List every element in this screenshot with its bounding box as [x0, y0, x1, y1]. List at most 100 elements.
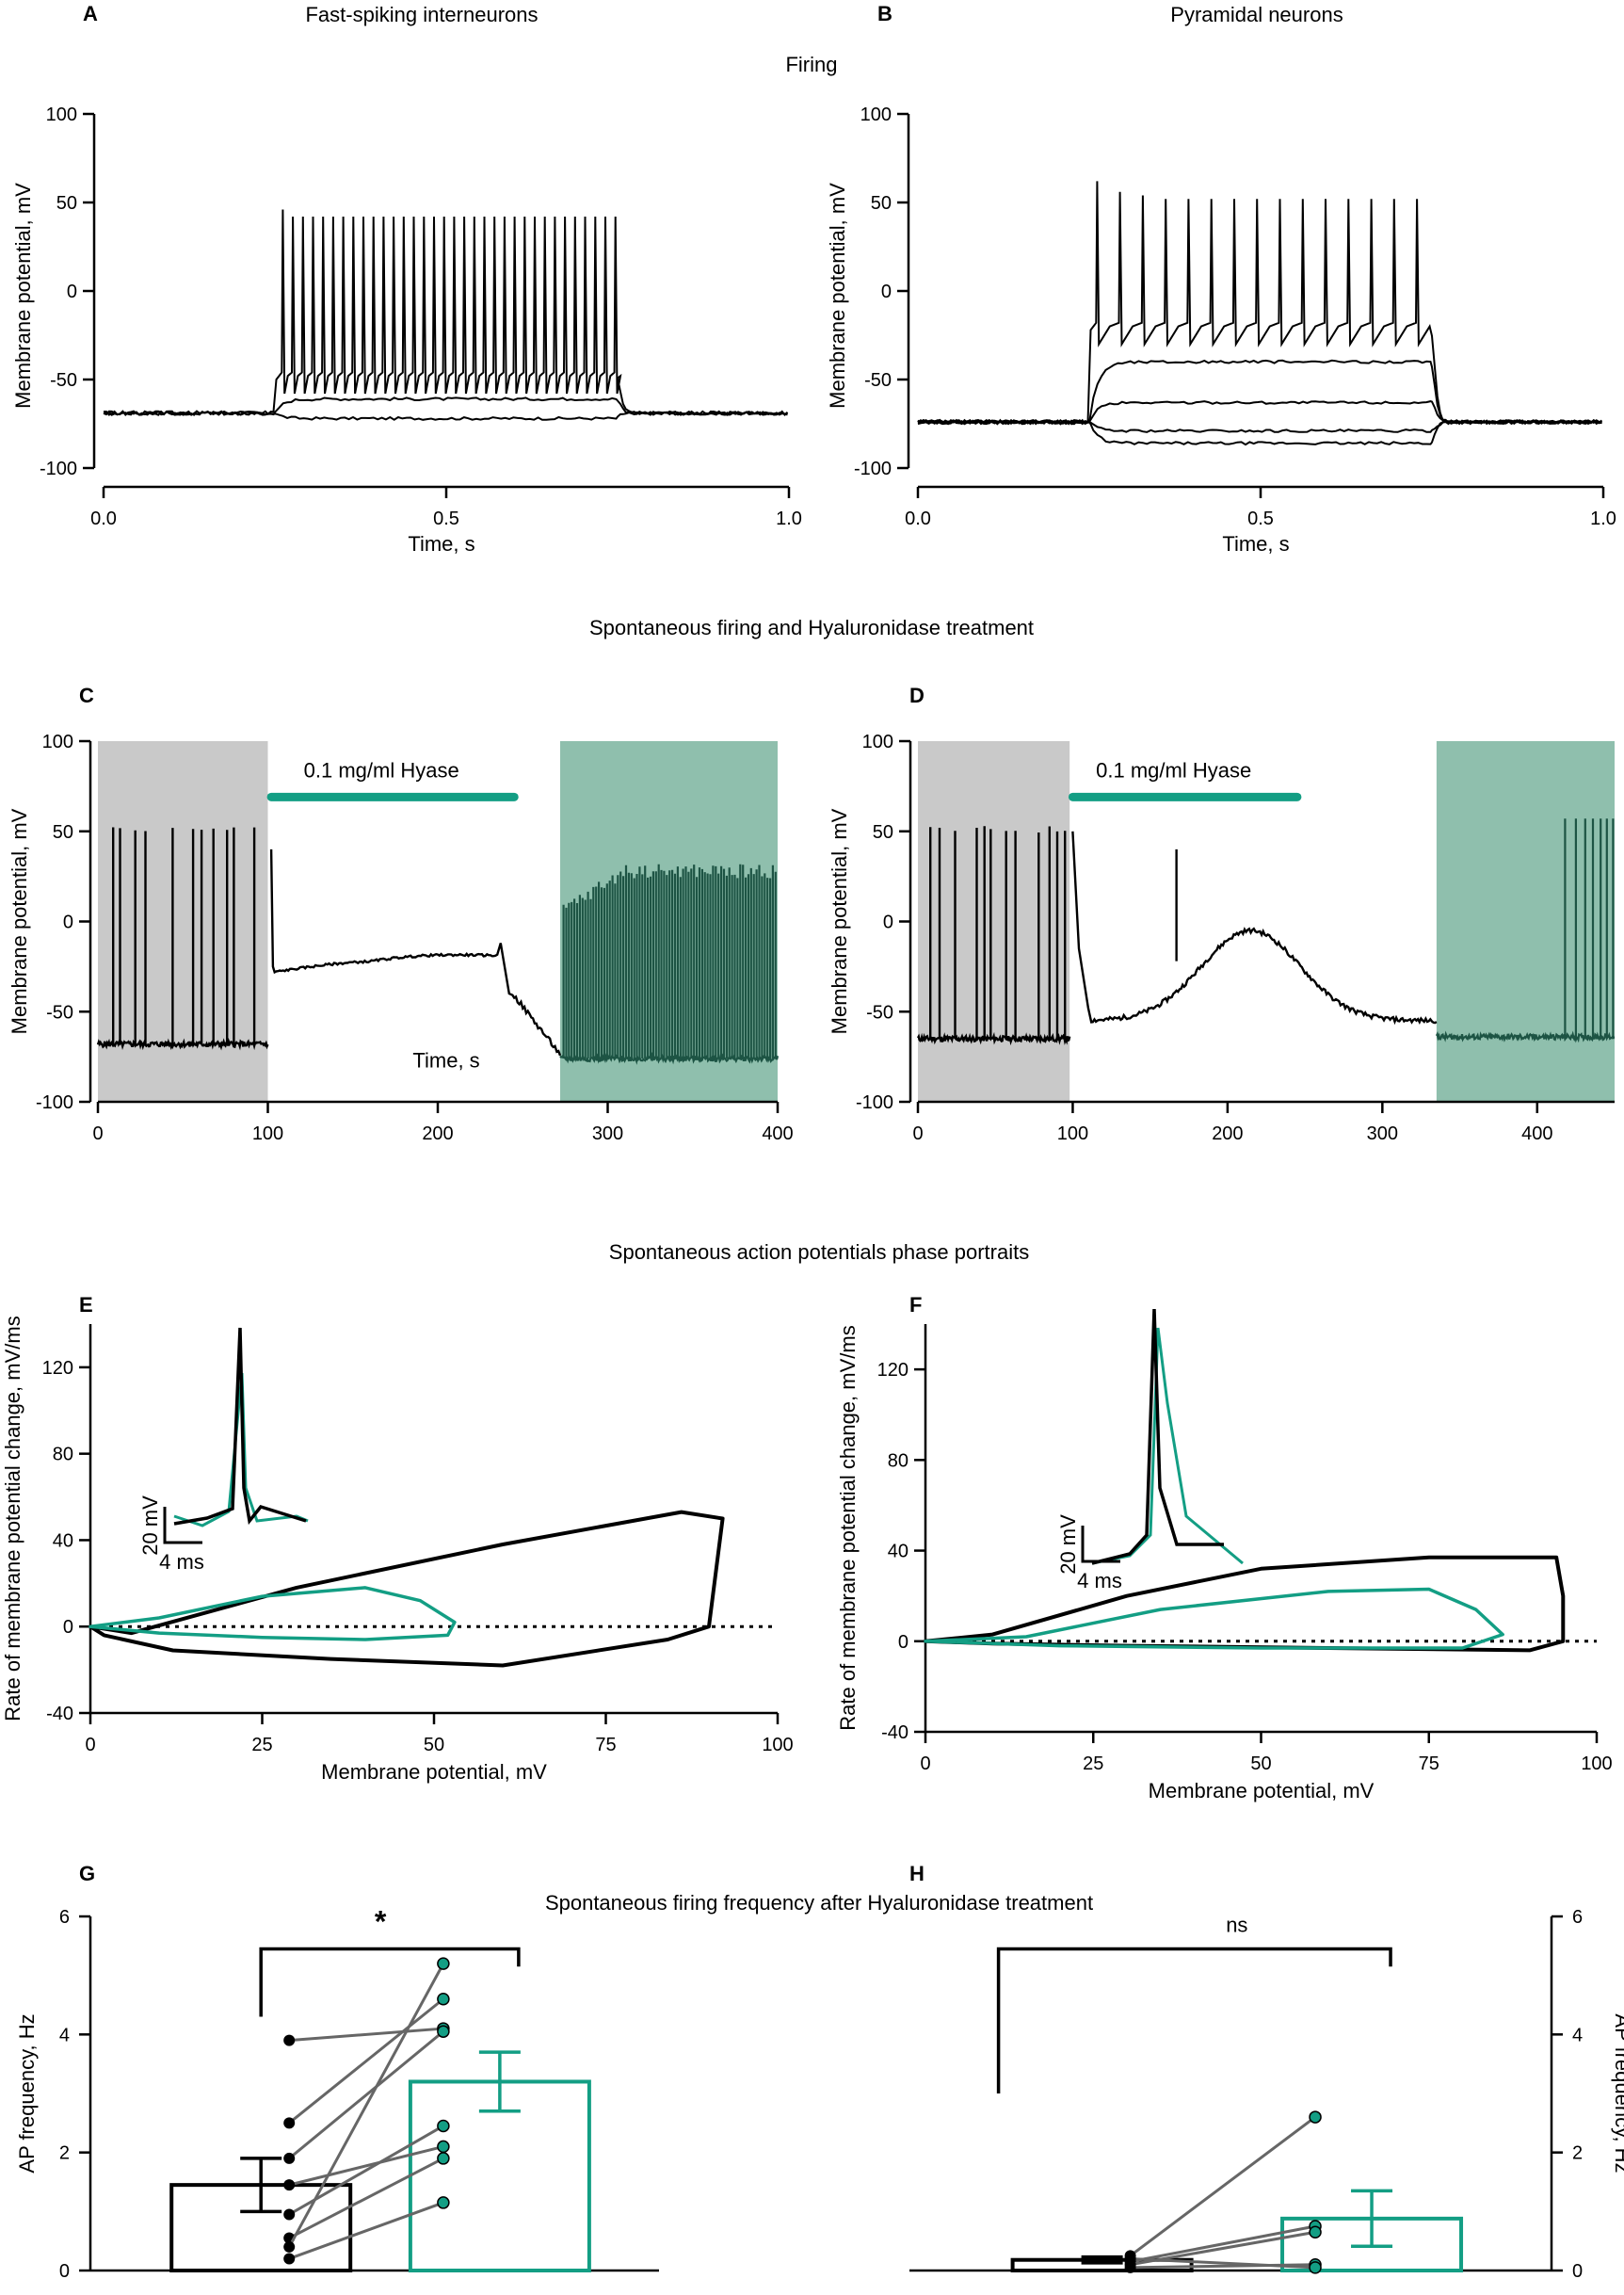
inset-scale-y: 20 mV	[1056, 1514, 1080, 1575]
y-tick-label: 0	[898, 1632, 908, 1653]
x-tick-label: 0.0	[905, 509, 931, 529]
y-tick-label: -50	[50, 370, 77, 391]
y-tick-label: 120	[877, 1360, 908, 1381]
x-tick-label: 0.5	[433, 509, 459, 529]
y-tick-label: 0	[63, 1617, 73, 1638]
x-tick-label: 100	[1581, 1754, 1612, 1774]
category-label-1: Hyase FS	[455, 2291, 546, 2295]
y-tick-label: -40	[46, 1704, 73, 1724]
point-control	[1124, 2261, 1136, 2273]
control-trace	[916, 826, 1071, 1046]
hyase-band	[1436, 741, 1615, 1102]
point-hyase	[437, 2025, 450, 2038]
x-tick-label: 300	[1367, 1123, 1398, 1144]
y-tick-label: -100	[856, 1092, 893, 1113]
panel-letter-b: B	[877, 2, 892, 25]
category-label-1: Hyase	[1343, 2291, 1401, 2295]
error-bar-1	[1351, 2189, 1393, 2249]
y-tick-label: 120	[42, 1358, 73, 1379]
significance-bracket	[996, 1947, 1392, 2093]
control-band	[98, 741, 268, 1102]
loop-hyase	[88, 1586, 457, 1641]
panel-letter-g: G	[79, 1862, 95, 1885]
significance-bracket	[259, 1947, 521, 2017]
x-tick-label: 50	[424, 1735, 444, 1755]
loop-control	[88, 1510, 725, 1668]
section-title-phase: Spontaneous action potentials phase port…	[609, 1240, 1029, 1264]
panel-title-b: Pyramidal neurons	[1170, 3, 1343, 26]
inset-scale-y: 20 mV	[138, 1495, 162, 1556]
hyase-bar-label: 0.1 mg/ml Hyase	[304, 758, 459, 782]
y-tick-label: 100	[46, 105, 77, 125]
y-tick-label: -50	[866, 1002, 893, 1023]
y-tick-label: 0	[881, 282, 892, 302]
point-hyase	[437, 2119, 450, 2133]
y-axis-label: Rate of membrane potential change, mV/ms	[836, 1325, 860, 1730]
panel-letter-d: D	[909, 684, 925, 707]
x-tick-label: 200	[422, 1123, 453, 1144]
x-axis-label: Membrane potential, mV	[1149, 1779, 1375, 1802]
y-axis-label: Membrane potential, mV	[11, 183, 35, 409]
y-tick-label: -100	[36, 1092, 73, 1113]
trace-2	[103, 209, 789, 416]
x-tick-label: 0	[92, 1123, 103, 1144]
point-control	[283, 2034, 296, 2046]
chart-c-fs-hyase: -100 -50 0 50 100 0 100 200 300 400 Time, s Membran…	[8, 732, 794, 1144]
point-hyase	[437, 2196, 450, 2209]
loop-hyase	[924, 1587, 1504, 1650]
point-hyase	[1309, 2225, 1322, 2239]
y-tick-label: -50	[46, 1002, 73, 1023]
point-hyase	[437, 2152, 450, 2165]
x-axis-label: Time, s	[412, 1049, 479, 1073]
y-axis-label: AP frequency, Hz	[15, 2013, 39, 2173]
point-control	[283, 2117, 296, 2129]
x-tick-label: 50	[1250, 1754, 1271, 1774]
section-title-firing: Firing	[785, 53, 837, 76]
trace-4	[917, 181, 1602, 426]
error-bar-0	[1081, 2255, 1123, 2265]
chart-b-pyramidal-firing: -100 -50 0 50 100 0.0 0.5 1.0 Time, s Membrane po…	[826, 105, 1616, 556]
pair-line	[288, 2201, 444, 2260]
panel-letter-c: C	[79, 684, 94, 707]
chart-e-fs-phase-portrait: -40 0 40 80 120 0 25 50 75 100 Membrane potential,…	[1, 1316, 794, 1784]
y-axis-label: Membrane potential, mV	[8, 808, 31, 1034]
y-tick-label: 4	[1572, 2025, 1583, 2045]
x-tick-label: 1.0	[776, 509, 802, 529]
x-tick-label: 100	[1057, 1123, 1088, 1144]
y-axis-label: AP frequency, Hz	[1611, 2013, 1624, 2173]
y-tick-label: -40	[881, 1722, 908, 1743]
chart-a-fs-firing: -100 -50 0 50 100 0.0 0.5 1.0 Time, s Membrane po…	[11, 105, 802, 556]
point-control	[283, 2240, 296, 2253]
inset-scale-bar	[1081, 1526, 1120, 1563]
y-tick-label: -100	[854, 459, 892, 479]
pair-line	[288, 2144, 444, 2187]
inset-control-ap	[1091, 1308, 1224, 1565]
y-tick-label: 4	[59, 2025, 70, 2045]
x-axis-label: Time, s	[408, 532, 474, 556]
x-axis-label: Time, s	[1222, 532, 1289, 556]
treatment-trace	[1071, 831, 1438, 1026]
y-tick-label: 50	[873, 822, 893, 843]
hyase-trace	[559, 864, 780, 1065]
y-tick-label: 0	[67, 282, 77, 302]
trace-1	[103, 396, 788, 416]
pair-line	[1130, 2256, 1316, 2270]
x-tick-label: 400	[1521, 1123, 1552, 1144]
trace-3	[917, 359, 1602, 426]
y-tick-label: 6	[1572, 1907, 1583, 1928]
y-tick-label: 100	[42, 732, 73, 752]
x-tick-label: 0.0	[90, 509, 117, 529]
point-hyase	[1309, 2261, 1322, 2274]
x-tick-label: 0	[912, 1123, 923, 1144]
chart-g-fs-frequency: 0 2 4 6 AP frequency, Hz Control FS Hyase FS *	[15, 1904, 659, 2295]
point-hyase	[1309, 2110, 1322, 2124]
pair-line	[1130, 2224, 1316, 2264]
x-tick-label: 25	[251, 1735, 272, 1755]
y-tick-label: 0	[59, 2261, 70, 2282]
pair-line	[288, 2030, 444, 2160]
x-tick-label: 0	[920, 1754, 930, 1774]
x-tick-label: 75	[1419, 1754, 1439, 1774]
y-axis-label: Rate of membrane potential change, mV/ms	[1, 1316, 24, 1721]
inset-hyase-ap	[1091, 1327, 1244, 1565]
